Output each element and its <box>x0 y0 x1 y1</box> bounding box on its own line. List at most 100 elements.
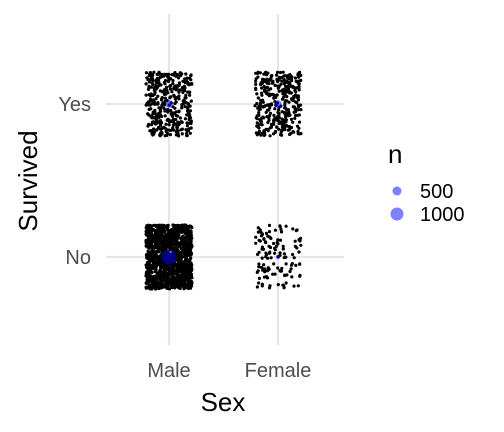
point-female-yes <box>288 133 291 136</box>
point-male-no <box>167 229 170 232</box>
point-male-no <box>186 262 189 265</box>
point-male-yes <box>152 111 155 114</box>
point-female-yes <box>290 79 293 82</box>
point-female-yes <box>259 108 262 111</box>
point-male-no <box>173 286 176 289</box>
point-male-no <box>174 236 177 239</box>
point-male-no <box>170 286 173 289</box>
point-female-no <box>295 246 298 249</box>
point-female-yes <box>269 134 272 137</box>
point-male-yes <box>168 77 171 80</box>
legend-key-1000 <box>391 208 404 221</box>
point-female-yes <box>262 73 265 76</box>
point-female-yes <box>267 93 270 96</box>
point-male-no <box>173 271 176 274</box>
point-male-no <box>147 266 150 269</box>
point-male-yes <box>161 101 164 104</box>
point-female-yes <box>285 87 288 90</box>
point-female-yes <box>268 103 271 106</box>
point-male-no <box>188 245 191 248</box>
point-male-no <box>162 248 165 251</box>
point-male-no <box>177 277 180 280</box>
point-male-yes <box>149 104 152 107</box>
point-female-yes <box>267 129 270 132</box>
point-female-yes <box>298 121 301 124</box>
point-male-yes <box>182 99 185 102</box>
point-male-no <box>147 280 150 283</box>
point-female-no <box>279 239 282 242</box>
point-male-yes <box>146 112 149 115</box>
point-female-no <box>279 225 282 228</box>
point-male-no <box>158 255 161 258</box>
point-male-no <box>164 237 167 240</box>
point-male-yes <box>175 100 178 103</box>
point-female-no <box>281 284 284 287</box>
point-male-yes <box>155 81 158 84</box>
point-male-no <box>158 277 161 280</box>
point-female-yes <box>274 130 277 133</box>
point-female-yes <box>275 74 278 77</box>
point-male-no <box>159 282 162 285</box>
point-male-no <box>180 260 183 263</box>
point-female-yes <box>273 117 276 120</box>
point-female-yes <box>277 128 280 131</box>
point-male-yes <box>150 81 153 84</box>
point-female-yes <box>283 128 286 131</box>
legend-title: n <box>388 139 402 169</box>
point-male-no <box>185 237 188 240</box>
point-male-yes <box>160 75 163 78</box>
point-female-yes <box>297 80 300 83</box>
point-male-no <box>172 277 175 280</box>
point-female-yes <box>287 125 290 128</box>
point-male-yes <box>185 132 188 135</box>
point-male-yes <box>166 111 169 114</box>
point-female-yes <box>297 127 300 130</box>
point-female-no <box>270 256 273 259</box>
point-female-yes <box>293 117 296 120</box>
point-female-yes <box>257 71 260 74</box>
point-female-yes <box>281 110 284 113</box>
legend-label-1000: 1000 <box>420 204 465 226</box>
point-male-yes <box>181 132 184 135</box>
point-female-yes <box>284 107 287 110</box>
point-male-yes <box>160 98 163 101</box>
point-male-yes <box>159 119 162 122</box>
point-female-yes <box>294 107 297 110</box>
point-female-no <box>263 270 266 273</box>
point-female-no <box>261 257 264 260</box>
point-male-no <box>160 271 163 274</box>
point-male-yes <box>164 114 167 117</box>
point-female-yes <box>263 131 266 134</box>
point-male-no <box>163 270 166 273</box>
point-male-no <box>153 280 156 283</box>
point-male-yes <box>148 129 151 132</box>
point-male-yes <box>186 124 189 127</box>
point-male-no <box>181 228 184 231</box>
point-male-yes <box>151 133 154 136</box>
point-male-no <box>163 263 166 266</box>
point-female-no <box>261 233 264 236</box>
point-male-no <box>163 284 166 287</box>
point-female-no <box>298 238 301 241</box>
point-male-yes <box>163 93 166 96</box>
point-male-no <box>179 282 182 285</box>
point-male-no <box>150 250 153 253</box>
point-male-yes <box>178 81 181 84</box>
point-male-no <box>156 242 159 245</box>
point-female-no <box>272 262 275 265</box>
point-male-yes <box>152 127 155 130</box>
point-female-yes <box>280 76 283 79</box>
point-female-yes <box>259 134 262 137</box>
point-male-no <box>185 272 188 275</box>
point-male-yes <box>180 120 183 123</box>
point-female-no <box>266 235 269 238</box>
point-female-no <box>267 245 270 248</box>
point-male-no <box>181 268 184 271</box>
point-female-yes <box>299 104 302 107</box>
point-male-yes <box>190 82 193 85</box>
point-male-no <box>184 247 187 250</box>
point-male-no <box>181 236 184 239</box>
point-female-yes <box>282 71 285 74</box>
point-male-no <box>145 232 148 235</box>
point-female-yes <box>255 77 258 80</box>
